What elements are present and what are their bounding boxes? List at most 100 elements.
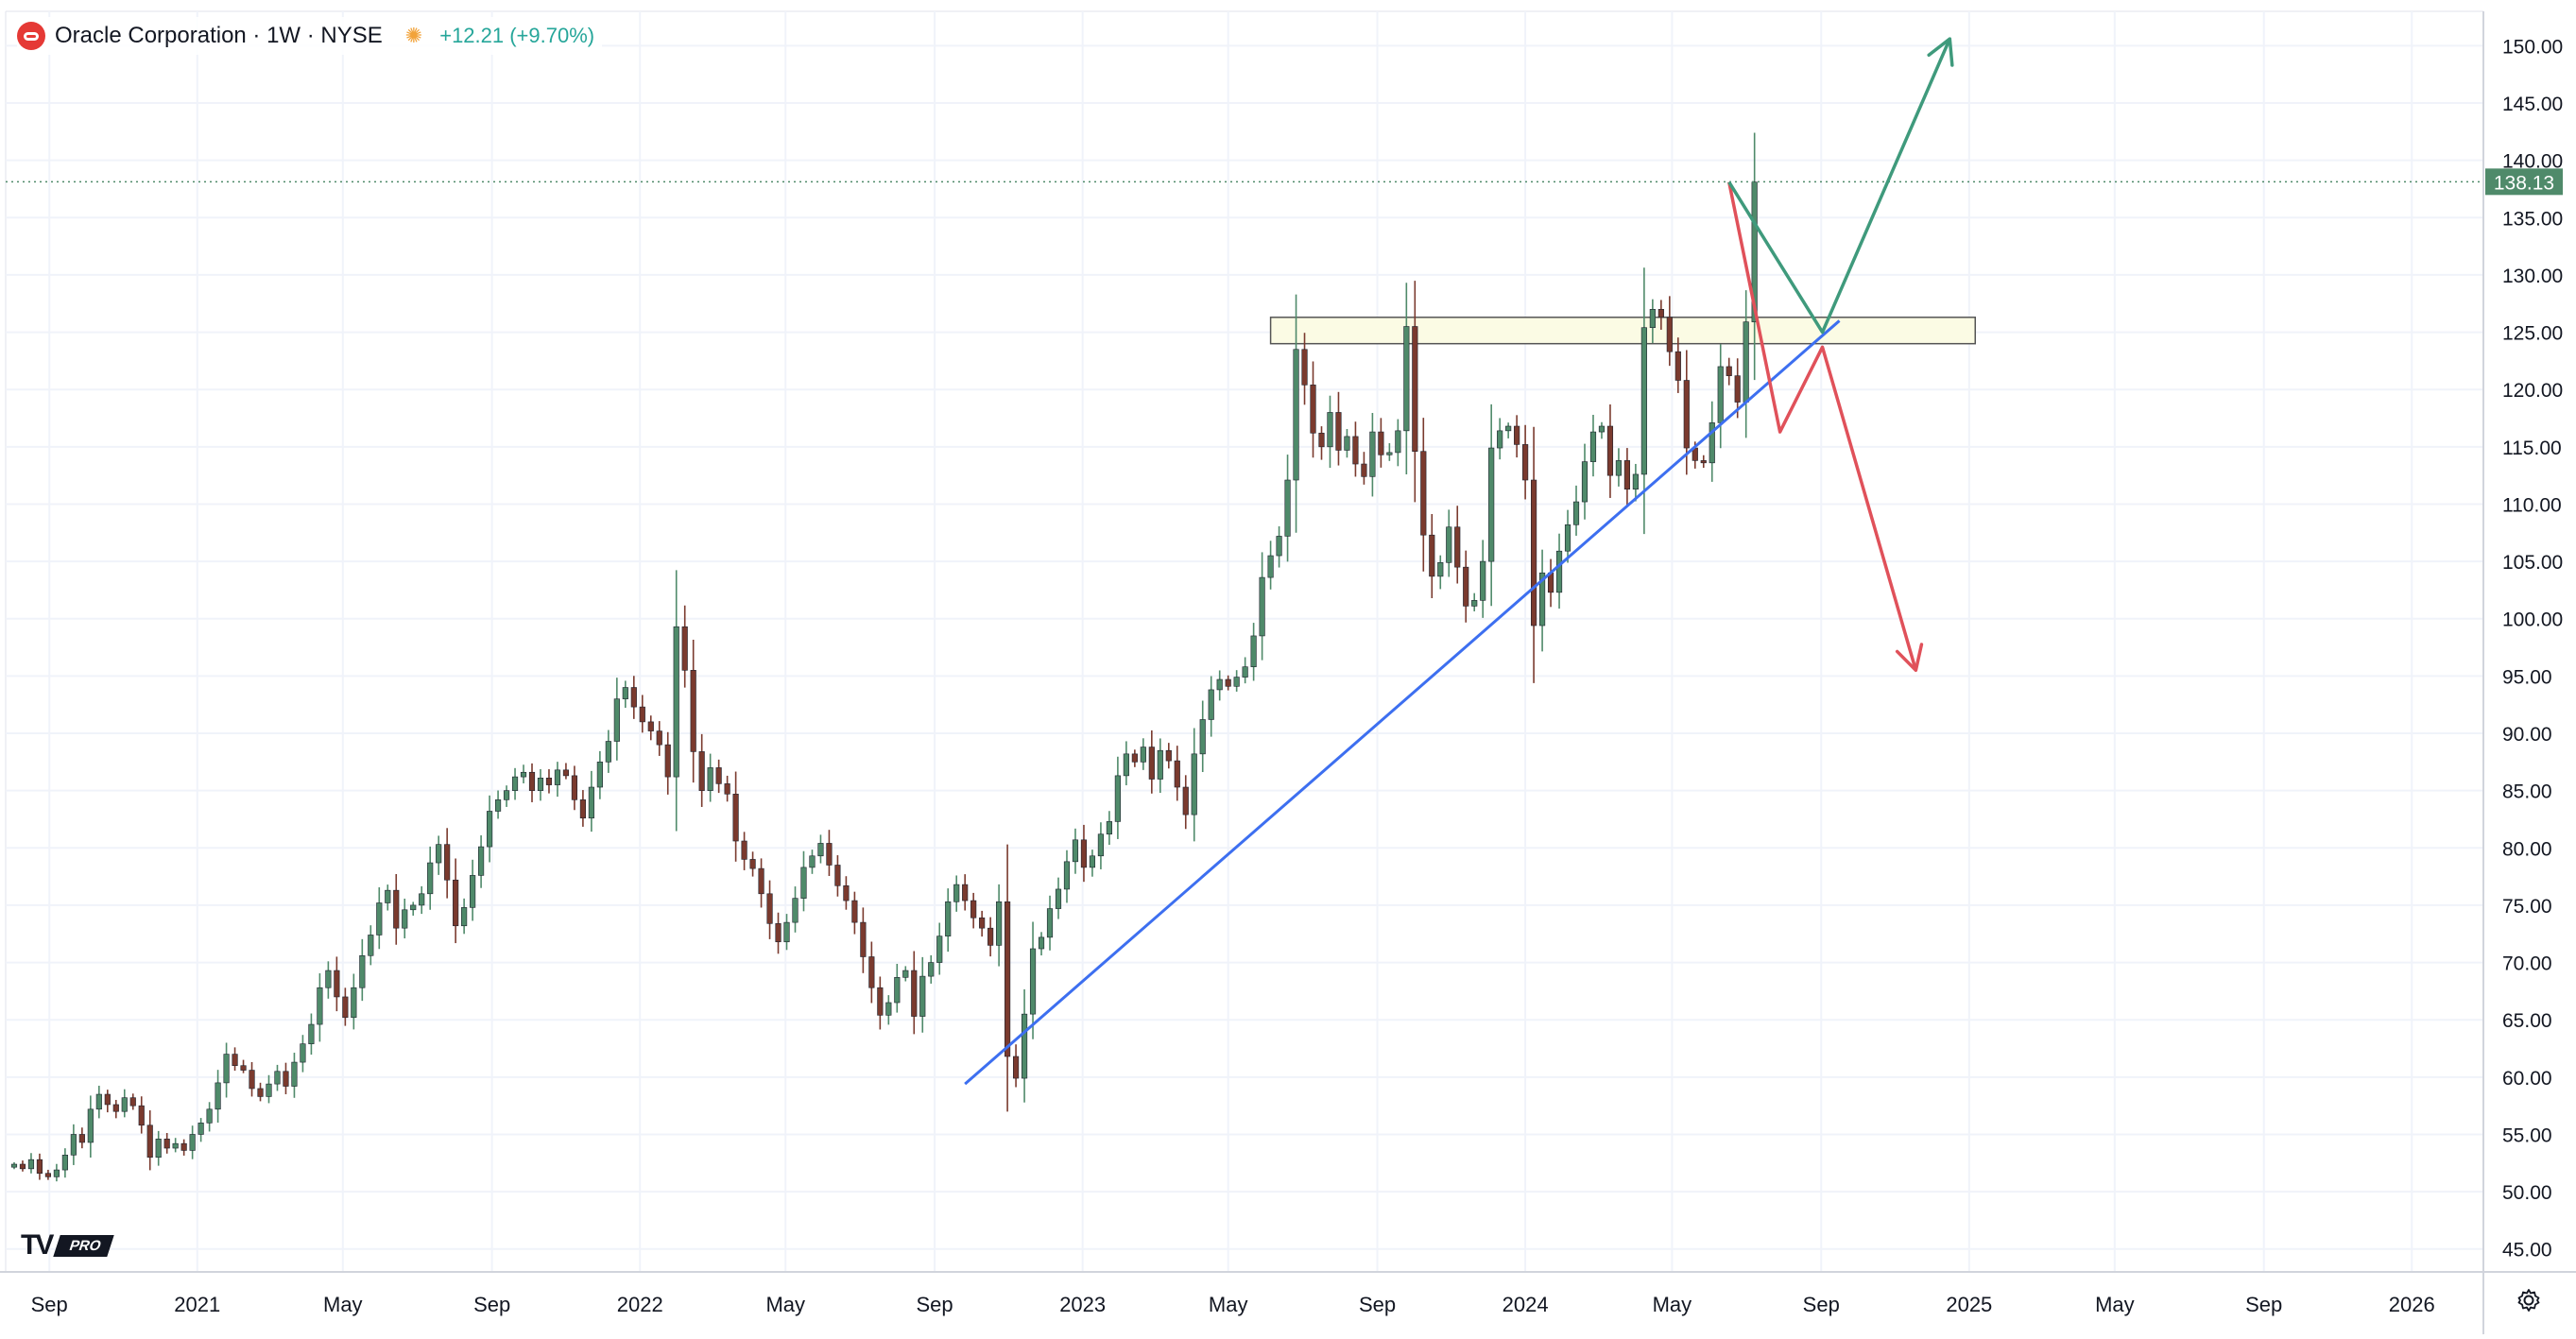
candle-body (1012, 1056, 1020, 1079)
candle-body (1555, 550, 1563, 593)
candle-body (461, 907, 468, 927)
candle-body (571, 775, 578, 800)
candle-body (1335, 412, 1342, 451)
candle-body (342, 996, 349, 1019)
candle-body (1564, 524, 1571, 552)
y-tick-label: 95.00 (2502, 666, 2552, 688)
candle-body (690, 670, 696, 752)
candle-body (1063, 861, 1071, 890)
candle-body (53, 1169, 60, 1177)
candle-body (1208, 689, 1214, 720)
x-tick-label: 2022 (617, 1293, 663, 1316)
candle-body (732, 793, 739, 842)
candle-body (936, 936, 943, 963)
candle-body (809, 855, 816, 868)
candle-body (61, 1155, 68, 1171)
candle-body (1657, 309, 1664, 318)
candle-body (1318, 432, 1325, 448)
candle-body (775, 923, 781, 943)
candle-body (427, 862, 434, 895)
candle-body (410, 904, 417, 911)
pro-badge: PRO (53, 1234, 114, 1257)
y-tick-label: 115.00 (2502, 438, 2562, 459)
price-change: +12.21 (+9.70%) (439, 24, 595, 47)
candle-body (1403, 326, 1410, 432)
candle-body (783, 921, 790, 943)
candle-body (1522, 444, 1529, 481)
candle-body (121, 1097, 128, 1112)
candle-body (1463, 566, 1469, 607)
candle-body (656, 730, 662, 746)
candle-body (1276, 536, 1282, 557)
candle-body (1072, 839, 1079, 863)
bullish-projection-path-arrowhead (1927, 37, 1954, 67)
y-tick-label: 120.00 (2502, 380, 2563, 402)
candle-body (1174, 760, 1180, 788)
candle-body (945, 901, 952, 936)
candle-body (834, 865, 841, 886)
drawings-layer (6, 37, 2483, 1086)
candle-body (1140, 747, 1146, 763)
candle-body (368, 935, 374, 956)
candle-body (758, 867, 764, 895)
y-tick-label: 75.00 (2502, 896, 2552, 918)
y-tick-label: 45.00 (2502, 1240, 2552, 1262)
candle-body (1709, 422, 1715, 464)
candle-body (1123, 753, 1129, 777)
candle-body (1361, 463, 1367, 477)
y-tick-label: 105.00 (2502, 552, 2563, 574)
y-tick-label: 80.00 (2502, 838, 2552, 860)
candle-body (1165, 749, 1172, 762)
symbol-title[interactable]: Oracle Corporation · 1W · NYSE (55, 23, 383, 48)
candle-body (232, 1054, 238, 1067)
y-tick-label: 125.00 (2502, 323, 2563, 345)
sun-icon: ✺ (404, 24, 423, 47)
candle-body (520, 771, 527, 778)
candle-body (486, 811, 493, 848)
candle-body (1225, 678, 1231, 687)
gear-icon[interactable] (2514, 1285, 2544, 1315)
candle-body (1191, 753, 1197, 815)
candle-body (902, 970, 909, 978)
candle-body (1700, 460, 1707, 464)
candle-body (851, 900, 858, 923)
x-tick-label: 2021 (174, 1293, 220, 1316)
candle-body (741, 840, 747, 860)
candle-body (673, 626, 679, 778)
candle-body (257, 1088, 264, 1097)
y-tick-label: 85.00 (2502, 781, 2552, 803)
candle-body (1199, 719, 1206, 755)
candle-body (800, 867, 807, 899)
candle-body (138, 1105, 145, 1126)
candle-body (10, 1163, 18, 1168)
candle-body (1301, 349, 1308, 386)
candle-body (1352, 436, 1359, 465)
x-tick-label: Sep (1803, 1293, 1840, 1316)
candle-body (393, 889, 400, 929)
candle-body (1114, 775, 1121, 822)
x-tick-label: May (323, 1293, 363, 1316)
y-tick-label: 150.00 (2502, 36, 2563, 58)
ascending-trendline (964, 319, 1841, 1086)
y-tick-label: 145.00 (2502, 94, 2563, 115)
candle-body (1055, 888, 1062, 909)
candle-body (19, 1163, 26, 1170)
candle-body (240, 1065, 247, 1071)
candle-body (317, 987, 323, 1025)
candle-body (104, 1093, 111, 1106)
tradingview-watermark: TV PRO (21, 1229, 114, 1261)
candle-body (503, 790, 510, 800)
candle-body (1606, 425, 1614, 476)
candle-body (402, 909, 408, 929)
candle-body (1378, 431, 1384, 455)
candle-body (44, 1173, 52, 1177)
candle-body (300, 1043, 306, 1063)
candle-body (1046, 908, 1054, 938)
candle-body (436, 844, 442, 864)
candle-body (1572, 501, 1580, 525)
candle-body (588, 786, 594, 819)
candle-body (274, 1071, 281, 1085)
candle-body (1598, 425, 1606, 433)
